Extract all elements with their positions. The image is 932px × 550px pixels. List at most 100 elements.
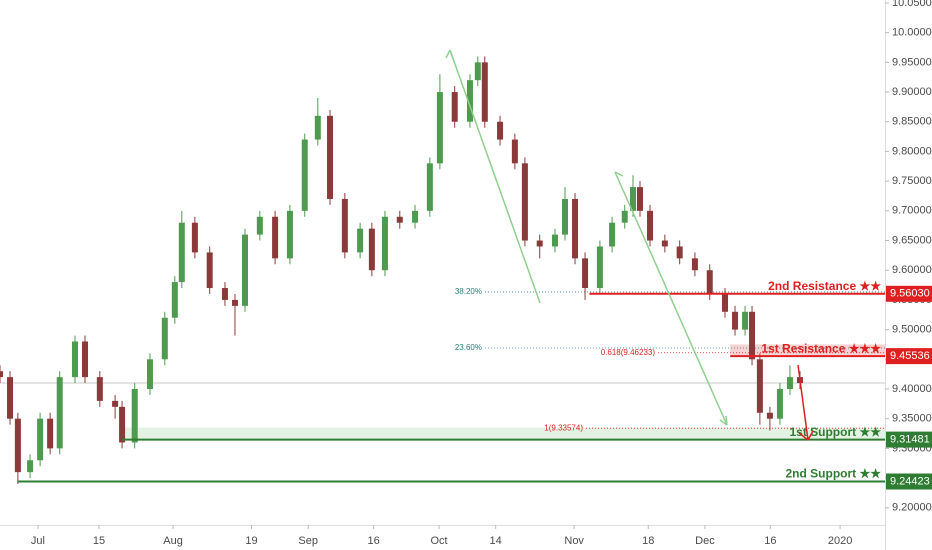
y-tick-label: 10.00000 — [892, 27, 932, 39]
candle-body — [368, 228, 375, 271]
y-tick-label: 9.60000 — [892, 264, 932, 276]
candle-body — [497, 121, 504, 140]
candle-body — [786, 377, 793, 389]
x-tick-label: 14 — [490, 535, 502, 547]
candle-body — [96, 377, 103, 401]
candle-body — [676, 246, 683, 259]
level-price-label: 9.45536 — [890, 350, 930, 362]
candle-body — [572, 198, 579, 259]
candle-body — [756, 359, 763, 413]
candle-body — [7, 377, 14, 419]
y-tick-label: 9.35000 — [892, 413, 932, 425]
candle-body — [242, 234, 249, 306]
level-label: 1st Resistance ★★★ — [761, 341, 881, 355]
candle-body — [474, 62, 481, 81]
plot: 38.20% 23.60% 0.618(9.46233) 1(9.33574) 2nd … — [0, 56, 885, 485]
y-tick-label: 9.70000 — [892, 205, 932, 217]
candle-body — [732, 311, 739, 330]
y-tick-label: 9.65000 — [892, 234, 932, 246]
level-price-box — [886, 473, 932, 490]
fib-label: 1(9.33574) — [544, 423, 583, 432]
level-price-label: 9.31481 — [890, 433, 930, 445]
candle-body — [161, 317, 168, 360]
candle-body — [412, 210, 419, 223]
y-tick-label: 9.20000 — [892, 502, 932, 514]
candle-body — [221, 288, 228, 300]
x-tick-label: 16 — [764, 535, 776, 547]
candle-body — [71, 341, 78, 378]
level-zone — [730, 344, 885, 357]
level-price-box — [886, 285, 932, 302]
candle-body — [56, 377, 63, 449]
candle-body — [621, 210, 628, 223]
candle-body — [381, 216, 388, 271]
x-tick-label: Jul — [31, 535, 45, 547]
candle-body — [511, 139, 518, 164]
trend-arrow — [449, 49, 541, 304]
candle-body — [436, 92, 443, 164]
candle-body — [596, 246, 603, 289]
level-price-label: 9.24423 — [890, 475, 930, 487]
candle-body — [231, 299, 238, 306]
candle-body — [191, 222, 198, 253]
level-label: 1st Support ★★ — [789, 425, 881, 439]
x-tick-label: Aug — [163, 535, 183, 547]
candle-body — [301, 139, 308, 211]
y-tick-label: 9.85000 — [892, 116, 932, 128]
candle-body — [27, 460, 34, 473]
candle-body — [630, 187, 637, 211]
candle-body — [742, 311, 749, 330]
level-price-box — [886, 431, 932, 448]
candle-body — [647, 210, 654, 241]
candle-body — [396, 216, 403, 223]
candle-body — [749, 311, 756, 360]
candle-body — [691, 258, 698, 271]
candle-body — [14, 418, 21, 473]
candle-body — [582, 258, 589, 289]
y-tick-label: 9.75000 — [892, 175, 932, 187]
level-label: 2nd Resistance ★★ — [768, 279, 881, 293]
candle-body — [272, 216, 279, 259]
candle-body — [766, 412, 773, 419]
candle-body — [466, 80, 473, 122]
candle-body — [551, 234, 558, 247]
level-price-box — [886, 348, 932, 365]
candle-body — [47, 418, 54, 449]
candle-body — [256, 216, 263, 235]
candle-body — [722, 293, 729, 312]
y-tick-label: 9.90000 — [892, 86, 932, 98]
candle-body — [171, 282, 178, 318]
candle-body — [536, 240, 543, 247]
candle-body — [119, 406, 126, 443]
y-tick-label: 9.50000 — [892, 324, 932, 336]
level-zone — [122, 427, 885, 440]
candle-body — [357, 228, 364, 253]
level-price-label: 9.56030 — [890, 288, 930, 300]
y-tick-label: 9.95000 — [892, 56, 932, 68]
candle-body — [37, 418, 44, 461]
candle-body — [131, 388, 138, 443]
x-tick-label: 15 — [93, 535, 105, 547]
x-tick-label: 2020 — [828, 535, 852, 547]
candle-body — [636, 187, 643, 211]
candle-body — [0, 371, 3, 378]
candle-body — [706, 270, 713, 294]
arrow-head — [445, 49, 454, 60]
candle-body — [112, 400, 119, 407]
fib-label: 0.618(9.46233) — [601, 348, 656, 357]
arrow-head — [798, 430, 814, 441]
y-tick-label: 9.80000 — [892, 145, 932, 157]
candle-body — [286, 210, 293, 259]
candle-body — [521, 163, 528, 241]
candle-body — [341, 198, 348, 253]
candle-body — [206, 252, 213, 289]
candle-body — [426, 163, 433, 211]
fib-label: 38.20% — [455, 287, 482, 296]
x-tick-label: Oct — [430, 535, 447, 547]
x-tick-label: Sep — [298, 535, 318, 547]
candle-body — [661, 240, 668, 247]
candle-body — [178, 222, 185, 283]
arrow-head — [614, 171, 728, 426]
candle-body — [327, 115, 334, 199]
